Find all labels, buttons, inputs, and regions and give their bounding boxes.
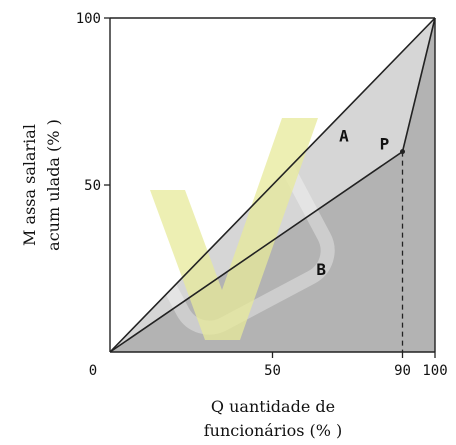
y-axis-title-line: acum ulada (% ) bbox=[44, 119, 63, 251]
watermark-check-mark bbox=[150, 118, 318, 340]
axes-layer bbox=[104, 17, 436, 358]
x-tick-label: 90 bbox=[394, 363, 411, 379]
x-axis-title-line: funcionários (% ) bbox=[204, 421, 343, 440]
lines-layer bbox=[109, 17, 436, 353]
watermark-frame bbox=[125, 125, 335, 335]
y-tick-label: 100 bbox=[76, 11, 101, 27]
y-axis-title-line: M assa salarial bbox=[20, 124, 39, 246]
equality-line bbox=[109, 17, 436, 353]
region-label-b: B bbox=[316, 260, 326, 279]
watermark-logo bbox=[125, 118, 335, 340]
x-tick-label: 0 bbox=[89, 363, 97, 379]
point-p-label: P bbox=[380, 135, 390, 154]
labels-layer: 50 100 0 50 90 100 A B P Q uantidade de funcionári… bbox=[20, 11, 448, 440]
region-b-area bbox=[110, 18, 435, 352]
x-tick-label: 100 bbox=[422, 363, 447, 379]
x-axis-title-line: Q uantidade de bbox=[211, 397, 335, 416]
y-tick-label: 50 bbox=[84, 178, 101, 194]
x-tick-label: 50 bbox=[264, 363, 281, 379]
region-label-a: A bbox=[339, 127, 349, 146]
y-axis-title: M assa salarial acum ulada (% ) bbox=[20, 119, 63, 251]
